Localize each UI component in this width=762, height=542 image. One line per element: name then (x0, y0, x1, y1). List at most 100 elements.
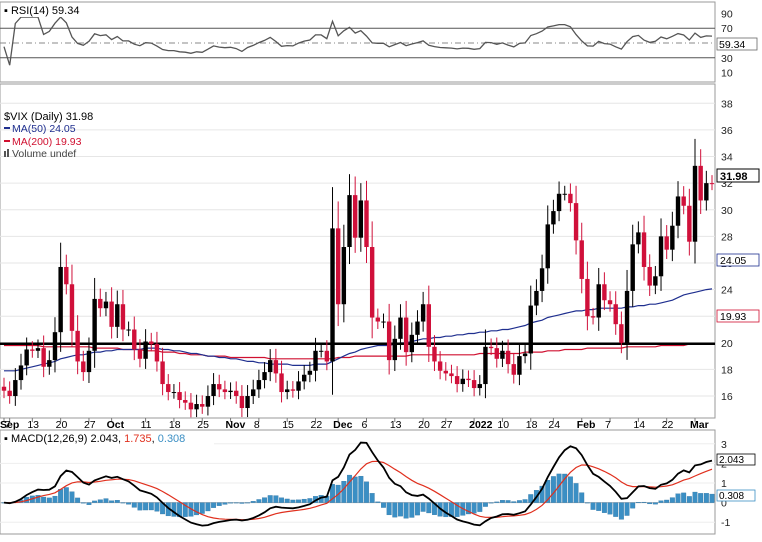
candle (285, 389, 290, 393)
macd-histogram-bar (143, 502, 149, 511)
candle (234, 390, 239, 397)
last-price-value: 31.98 (720, 171, 748, 183)
macd-histogram-bar (381, 502, 386, 508)
candle (670, 225, 675, 250)
candle (268, 360, 273, 373)
x-tick-label: 11 (141, 419, 152, 431)
candle (528, 305, 533, 354)
macd-histogram-bar (205, 502, 211, 512)
macd-histogram-bar (392, 502, 398, 518)
macd-histogram-bar (182, 502, 188, 517)
candle (126, 329, 131, 331)
candle (386, 321, 392, 361)
rsi-label: ▪ RSI(14) 59.34 (4, 5, 79, 17)
macd-histogram-bar (228, 502, 234, 504)
macd-histogram-bar (86, 502, 92, 505)
candle (30, 349, 35, 351)
macd-histogram-bar (245, 502, 251, 504)
macd-histogram-bar (596, 502, 602, 511)
price-title: $VIX (Daily) 31.98 (4, 111, 93, 123)
candle (69, 284, 75, 331)
macd-histogram-bar (262, 497, 267, 503)
candle (545, 224, 550, 269)
macd-histogram-bar (250, 501, 256, 503)
candle (279, 373, 284, 393)
x-tick-label: 14 (633, 419, 645, 431)
candle (562, 193, 567, 195)
price-legend: $VIX (Daily) 31.98 MA(50) 24.05 MA(200) … (4, 111, 93, 160)
macd-histogram-bar (703, 493, 709, 503)
candle (98, 298, 103, 309)
macd-histogram-bar (386, 502, 392, 516)
macd-histogram-bar (279, 497, 284, 503)
macd-histogram-bar (126, 502, 132, 505)
x-tick-label: 6 (361, 419, 367, 431)
macd-histogram-bar (550, 476, 556, 503)
macd-histogram-bar (97, 499, 103, 503)
candle (318, 350, 324, 352)
candle (426, 304, 431, 347)
candle (132, 329, 137, 350)
macd-histogram-bar (347, 474, 352, 503)
macd-histogram-bar (601, 502, 607, 513)
x-tick-label: 8 (254, 419, 260, 431)
candle (500, 350, 505, 359)
x-tick-label: Oct (107, 419, 125, 431)
macd-histogram-bar (539, 485, 545, 503)
candle (200, 404, 205, 407)
x-tick-label: 15 (282, 419, 294, 431)
x-tick-label: 27 (441, 419, 453, 431)
x-tick-label: Mar (690, 419, 709, 431)
macd-histogram-bar (443, 502, 449, 518)
macd-histogram-bar (267, 495, 273, 503)
macd-histogram-bar (652, 502, 658, 505)
macd-histogram-bar (590, 502, 596, 510)
candle (64, 266, 69, 285)
macd-histogram-bar (35, 495, 41, 503)
candle (347, 195, 352, 248)
macd-histogram-bar (296, 499, 301, 503)
candle (420, 304, 426, 322)
macd-histogram-bar (613, 502, 619, 517)
macd-histogram-bar (109, 500, 115, 503)
x-tick-label: 27 (84, 419, 96, 431)
macd-histogram-bar (420, 502, 426, 512)
macd-histogram-bar (92, 500, 98, 503)
macd-histogram-bar (426, 502, 432, 514)
ma50-line (4, 288, 713, 372)
candle (183, 400, 188, 403)
x-tick-label: Feb (577, 419, 596, 431)
candle (307, 370, 313, 375)
macd-histogram-bar (686, 496, 692, 503)
candle (432, 346, 437, 362)
candle (602, 284, 607, 301)
macd-histogram-bar (398, 502, 403, 517)
macd-histogram-bar (63, 487, 69, 503)
macd-histogram-bar (607, 502, 613, 515)
macd-histogram-bar (211, 502, 217, 508)
macd-histogram-bar (494, 501, 500, 503)
candle (81, 361, 86, 373)
x-tick-label: Nov (226, 419, 246, 431)
candle (177, 392, 182, 401)
candle (398, 317, 403, 339)
macd-histogram-bar (369, 493, 375, 503)
candle (590, 316, 596, 318)
candle (375, 317, 381, 322)
macd-histogram-bar (137, 502, 143, 511)
macd-histogram-bar (216, 502, 222, 506)
candle (522, 353, 528, 357)
candle (381, 321, 386, 323)
macd-histogram-bar (471, 502, 477, 514)
macd-histogram-bar (403, 502, 409, 519)
x-tick-label: 13 (390, 419, 402, 431)
price-tick-label: 38 (721, 98, 733, 110)
candle (409, 334, 415, 353)
candle (443, 370, 448, 374)
candle (120, 304, 126, 330)
candle (437, 361, 443, 371)
candle (607, 300, 613, 305)
macd-histogram-bar (630, 502, 636, 509)
macd-histogram-bar (352, 476, 358, 503)
x-tick-label: Sep (0, 419, 19, 431)
